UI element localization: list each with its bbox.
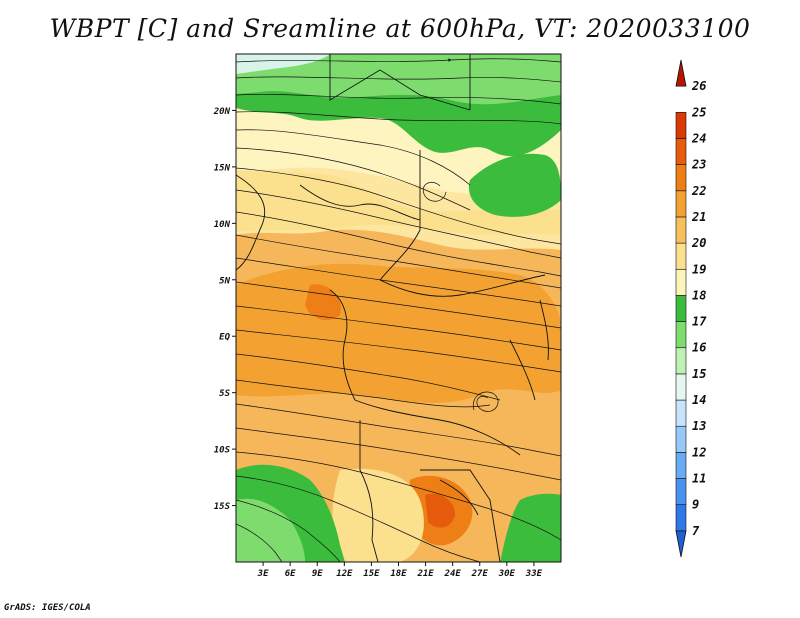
lon-tick-label: 33E xyxy=(525,569,543,579)
lon-tick-label: 30E xyxy=(498,569,516,579)
lon-tick-label: 12E xyxy=(336,569,353,579)
colorbar-swatch xyxy=(675,216,687,244)
colorbar-swatch xyxy=(675,242,687,270)
lat-tick-label: 10N xyxy=(214,220,231,230)
colorbar-label: 12 xyxy=(692,445,706,459)
colorbar-label: 22 xyxy=(691,184,706,198)
wbpt-16-17-southwest xyxy=(236,498,305,562)
colorbar-swatch xyxy=(675,190,687,218)
lon-tick-label: 9E xyxy=(312,569,323,579)
wbpt-19-20-south xyxy=(332,468,424,562)
colorbar-label: 13 xyxy=(692,419,706,433)
lat-tick-label: 15S xyxy=(214,502,231,512)
chart-title: WBPT [C] and Sreamline at 600hPa, VT: 20… xyxy=(49,14,751,43)
colorbar-label: 15 xyxy=(692,367,706,381)
colorbar-label: 21 xyxy=(691,210,706,224)
latitude-axis: 20N 15N 10N 5N EQ 5S 10S 15S xyxy=(213,107,236,512)
colorbar-label: 24 xyxy=(691,131,706,145)
colorbar-label: 7 xyxy=(692,524,700,538)
colorbar-swatch xyxy=(675,112,687,139)
colorbar-swatch xyxy=(675,268,687,296)
country-boundaries xyxy=(236,54,549,562)
colorbar-swatch xyxy=(675,399,687,427)
colorbar: 7 9 11 12 13 14 15 16 17 18 19 20 21 22 23 24 25 26 xyxy=(675,59,707,558)
colorbar-label: 19 xyxy=(692,262,706,276)
lat-tick-label: 10S xyxy=(214,446,231,456)
colorbar-label: 18 xyxy=(692,288,706,302)
colorbar-top-arrow xyxy=(675,59,687,87)
colorbar-swatch xyxy=(675,295,687,322)
streamlines xyxy=(236,58,561,562)
lon-tick-label: 27E xyxy=(471,569,489,579)
wbpt-22-23-patch xyxy=(305,284,341,321)
colorbar-swatch xyxy=(675,321,687,349)
colorbar-swatch xyxy=(675,347,687,375)
lon-tick-label: 24E xyxy=(444,569,462,579)
wbpt-17-18-northeast xyxy=(468,153,561,217)
map-field xyxy=(236,54,561,562)
lon-tick-label: 3E xyxy=(257,569,269,579)
colorbar-label: 25 xyxy=(691,105,706,119)
colorbar-swatch xyxy=(675,164,687,192)
lat-tick-label: 5S xyxy=(219,389,230,399)
lat-tick-label: EQ xyxy=(219,333,230,343)
lon-tick-label: 6E xyxy=(285,569,296,579)
lat-tick-label: 5N xyxy=(219,276,230,286)
colorbar-swatch xyxy=(675,504,687,532)
lat-tick-label: 20N xyxy=(213,107,231,117)
colorbar-swatch xyxy=(675,373,687,401)
colorbar-label: 20 xyxy=(691,236,706,250)
colorbar-label: 14 xyxy=(692,393,706,407)
colorbar-label: 16 xyxy=(692,341,706,355)
colorbar-label: 11 xyxy=(692,472,706,486)
colorbar-swatch xyxy=(675,452,687,479)
wbpt-19-20-mid xyxy=(236,170,561,235)
colorbar-label: 26 xyxy=(691,79,706,93)
colorbar-bottom-arrow xyxy=(675,530,687,558)
lat-tick-label: 15N xyxy=(214,163,231,173)
wbpt-21-22-core xyxy=(236,263,561,403)
longitude-axis: 3E 6E 9E 12E 15E 18E 21E 24E 27E 30E 33E xyxy=(257,562,543,579)
lon-tick-label: 15E xyxy=(363,569,380,579)
colorbar-label: 17 xyxy=(692,315,707,329)
colorbar-swatch xyxy=(675,138,687,165)
wbpt-23-24-south xyxy=(425,493,455,528)
lon-tick-label: 18E xyxy=(390,569,407,579)
lon-tick-label: 21E xyxy=(416,569,434,579)
colorbar-label: 23 xyxy=(691,158,706,172)
colorbar-swatch xyxy=(675,478,687,505)
wbpt-15-north xyxy=(236,54,330,74)
footer-credit: GrADS: IGES/COLA xyxy=(4,603,91,613)
colorbar-label: 9 xyxy=(692,498,699,512)
wbpt-17-18-southeast xyxy=(500,493,561,562)
colorbar-swatch xyxy=(675,425,687,453)
